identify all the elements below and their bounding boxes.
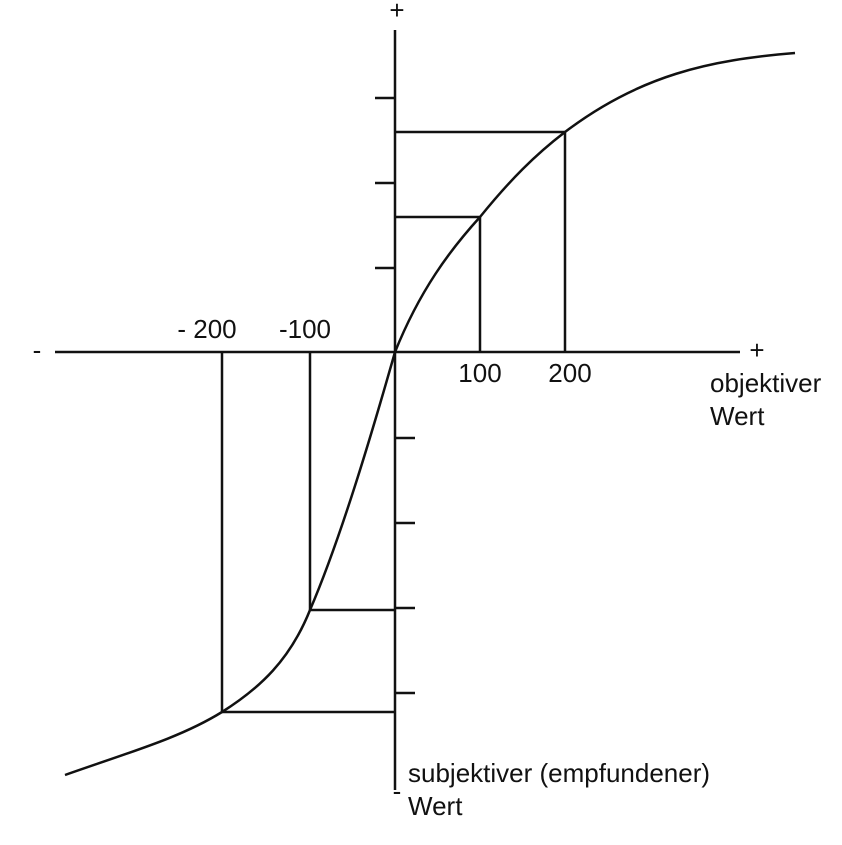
guide [308, 352, 395, 612]
value-curve [64, 51, 796, 777]
sign: + [389, 0, 404, 25]
sign: - [393, 776, 402, 806]
y-axis-label: Wert [408, 791, 463, 821]
sign: + [749, 335, 764, 365]
guide [395, 215, 482, 352]
x-label: -100 [279, 314, 331, 344]
guide [220, 352, 395, 714]
x-label: 100 [458, 358, 501, 388]
x-label: - 200 [177, 314, 236, 344]
axes [55, 30, 740, 790]
x-axis-label: objektiver [710, 368, 822, 398]
x-axis-label: Wert [710, 401, 765, 431]
x-label: 200 [548, 358, 591, 388]
guides [220, 130, 567, 714]
sign: - [33, 335, 42, 365]
y-axis-label: subjektiver (empfundener) [408, 758, 710, 788]
